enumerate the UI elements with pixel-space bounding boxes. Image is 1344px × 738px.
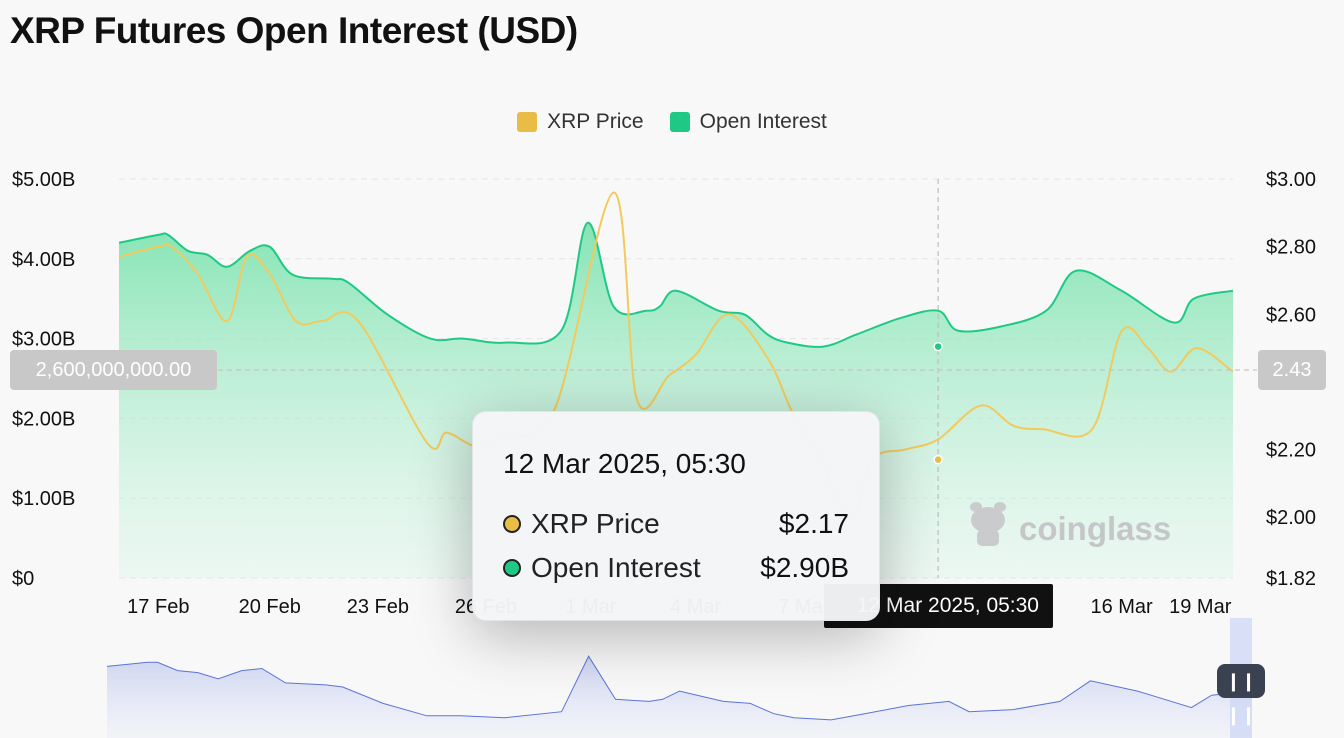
legend-item-xrp-price[interactable]: XRP Price [517, 110, 644, 134]
legend-label-open-interest: Open Interest [699, 110, 827, 133]
brush-line [106, 655, 1253, 721]
right-axis-tick: $2.60 [1266, 304, 1316, 326]
right-axis-tick: $2.20 [1266, 440, 1316, 462]
right-axis-tick: $2.00 [1266, 507, 1316, 529]
x-axis-tick: 19 Mar [1169, 596, 1232, 618]
right-axis-tick: $3.00 [1266, 169, 1316, 191]
left-axis-tick: $1.00B [12, 488, 75, 510]
tooltip-row-open-interest: Open Interest $2.90B [503, 546, 849, 590]
legend-swatch-xrp-price [517, 112, 538, 132]
chart-title: XRP Futures Open Interest (USD) [10, 10, 578, 51]
right-axis-tick: $2.80 [1266, 237, 1316, 259]
watermark: coinglass [965, 500, 1171, 558]
right-axis-tick: $1.82 [1266, 568, 1316, 590]
x-axis-tick: 20 Feb [239, 596, 301, 618]
crosshair-right-value: 2.43 [1258, 350, 1326, 390]
tooltip-time: 12 Mar 2025, 05:30 [503, 448, 746, 479]
tooltip-label-price: XRP Price [531, 508, 660, 539]
open-interest-area [119, 222, 1233, 578]
xrp-price-line [118, 191, 1234, 522]
watermark-text: coinglass [1019, 510, 1172, 547]
legend-item-open-interest[interactable]: Open Interest [669, 110, 827, 134]
highlight-point-price [933, 454, 943, 465]
crosshair-left-value: 2,600,000,000.00 [10, 350, 217, 390]
left-axis-tick: $0 [12, 568, 34, 590]
tooltip-dot-oi-icon [503, 559, 521, 577]
tooltip-value-price: $2.17 [778, 508, 849, 539]
brush-area [107, 656, 1252, 738]
open-interest-line [118, 221, 1234, 348]
left-axis-tick: $4.00B [12, 249, 75, 271]
tooltip-row-price: XRP Price $2.17 [503, 502, 849, 546]
range-brush[interactable] [106, 618, 1253, 738]
left-axis-tick: $5.00B [12, 169, 75, 191]
series-lines [118, 191, 1234, 522]
coinglass-logo-icon [965, 500, 1011, 558]
tooltip-label-open-interest: Open Interest [531, 552, 701, 583]
x-axis-tick: 17 Feb [127, 596, 189, 618]
x-axis-tick: 23 Feb [347, 596, 409, 618]
left-axis-tick: $2.00B [12, 408, 75, 430]
open-interest-fill [119, 222, 1233, 578]
x-axis-tick: 16 Mar [1090, 596, 1153, 618]
legend-label-xrp-price: XRP Price [547, 110, 644, 133]
brush-handle[interactable]: ❙❙ ❙❙ [1217, 664, 1265, 725]
tooltip-dot-price-icon [503, 515, 521, 533]
left-axis-tick: $3.00B [12, 329, 75, 351]
legend-swatch-open-interest [669, 112, 690, 132]
legend: XRP Price Open Interest [0, 110, 1344, 134]
tooltip: 12 Mar 2025, 05:30 XRP Price $2.17 Open … [472, 411, 880, 621]
highlight-point-open-interest [933, 341, 943, 352]
tooltip-value-open-interest: $2.90B [760, 552, 849, 583]
highlight-markers [218, 179, 1257, 578]
